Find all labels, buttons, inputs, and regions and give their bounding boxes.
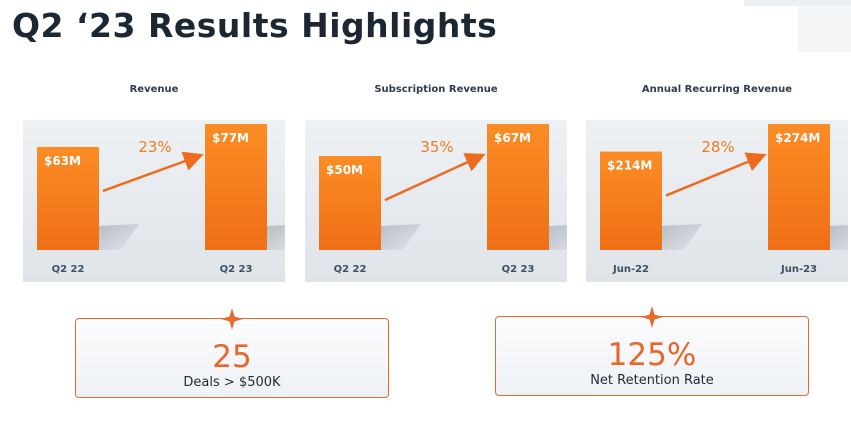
bar [768, 124, 830, 250]
category-label: Jun-22 [612, 264, 649, 275]
chart-title: Subscription Revenue [374, 84, 498, 95]
growth-arrow [102, 151, 204, 193]
category-label: Q2 22 [52, 264, 85, 275]
bar-shadow [662, 224, 702, 250]
growth-arrow [665, 152, 767, 197]
growth-label: 35% [420, 138, 453, 156]
chart-svg: $214M Jun-22 $274M Jun-23 28% [586, 120, 848, 282]
growth-arrow [384, 153, 486, 202]
bar-value-label: $77M [212, 131, 249, 145]
sparkle-icon [221, 308, 243, 330]
chart-svg: $50M Q2 22 $67M Q2 23 35% [305, 120, 567, 282]
kpi-caption: Deals > $500K [183, 375, 281, 390]
bar-shadow [549, 225, 567, 250]
category-label: Q2 22 [334, 264, 367, 275]
chart-subscription-revenue: $50M Q2 22 $67M Q2 23 35% Subscription Reven… [305, 84, 567, 284]
bar-value-label: $50M [326, 163, 363, 177]
bar-shadow [99, 224, 139, 250]
category-label: Q2 23 [220, 264, 253, 275]
sparkle-icon [641, 306, 663, 328]
growth-label: 28% [701, 138, 734, 156]
kpi-value: 125% [607, 337, 697, 373]
chart-revenue: $63M Q2 22 $77M Q2 23 23% Revenue [23, 84, 285, 284]
bar [319, 155, 381, 250]
kpi-caption: Net Retention Rate [590, 373, 714, 388]
category-label: Q2 23 [502, 264, 535, 275]
category-label: Jun-23 [780, 264, 817, 275]
chart-title: Annual Recurring Revenue [641, 84, 793, 95]
corner-decoration-secondary [798, 6, 851, 52]
bar-value-label: $274M [775, 131, 820, 145]
bar-value-label: $67M [494, 131, 531, 145]
chart-svg: $63M Q2 22 $77M Q2 23 23% [23, 120, 285, 282]
corner-decoration [744, 0, 851, 6]
bar-shadow [267, 225, 285, 250]
bar-shadow [830, 225, 848, 250]
kpi-value: 25 [212, 339, 252, 375]
bar [37, 146, 99, 250]
bar-value-label: $214M [607, 159, 652, 173]
bar [205, 124, 267, 250]
growth-label: 23% [138, 138, 171, 156]
kpi-card-deals: 25 Deals > $500K [75, 308, 389, 398]
page-title: Q2 ‘23 Results Highlights [12, 6, 498, 45]
bar-shadow [381, 224, 421, 250]
bar [487, 124, 549, 250]
kpi-card-net-retention: 125% Net Retention Rate [495, 306, 809, 396]
bar-value-label: $63M [44, 154, 81, 168]
chart-annual-recurring-revenue: $214M Jun-22 $274M Jun-23 28% Annual Recurri… [586, 84, 848, 284]
chart-title: Revenue [129, 84, 179, 95]
bar [600, 151, 662, 250]
